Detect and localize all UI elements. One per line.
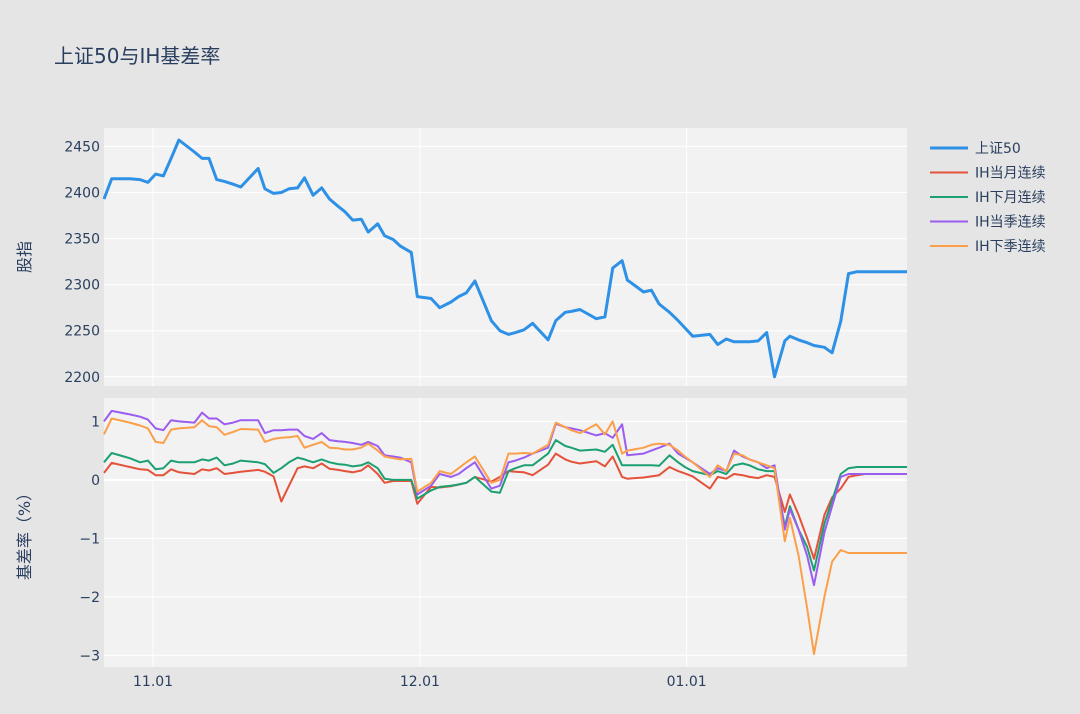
legend-label[interactable]: IH当月连续 bbox=[975, 165, 1046, 182]
legend[interactable]: 上证50 IH当月连续 IH下月连续 IH当季连续 IH下季连续 bbox=[930, 141, 1046, 255]
legend-label[interactable]: 上证50 bbox=[975, 141, 1021, 157]
y-axis-label: 股指 bbox=[15, 241, 34, 273]
y-tick-label: 2200 bbox=[64, 370, 100, 386]
series-line-上证50[interactable] bbox=[102, 138, 907, 379]
chart-title: 上证50与IH基差率 bbox=[54, 44, 220, 68]
series-line-IH下季连续[interactable] bbox=[103, 417, 907, 656]
legend-label[interactable]: IH下季连续 bbox=[975, 238, 1046, 255]
legend-label[interactable]: IH下月连续 bbox=[975, 189, 1046, 206]
y-tick-label: 2400 bbox=[64, 186, 100, 202]
y-tick-label: −2 bbox=[79, 590, 100, 606]
series-line-IH当季连续[interactable] bbox=[103, 409, 907, 587]
y-tick-label: −1 bbox=[79, 531, 100, 547]
y-tick-label: 2250 bbox=[64, 324, 100, 340]
y-tick-label: 2300 bbox=[64, 278, 100, 294]
x-tick-label: 12.01 bbox=[400, 674, 440, 690]
y-axis-label: 基差率（%） bbox=[15, 485, 34, 580]
x-tick-label: 01.01 bbox=[667, 674, 707, 690]
y-tick-label: −3 bbox=[79, 648, 100, 664]
y-tick-label: 2350 bbox=[64, 232, 100, 248]
y-tick-label: 0 bbox=[91, 473, 100, 489]
x-tick-label: 11.01 bbox=[133, 674, 173, 690]
plot-area-2 bbox=[104, 398, 907, 667]
legend-label[interactable]: IH当季连续 bbox=[975, 214, 1046, 231]
plot-area-1 bbox=[104, 128, 907, 386]
y-tick-label: 1 bbox=[91, 414, 100, 430]
y-tick-label: 2450 bbox=[64, 139, 100, 155]
